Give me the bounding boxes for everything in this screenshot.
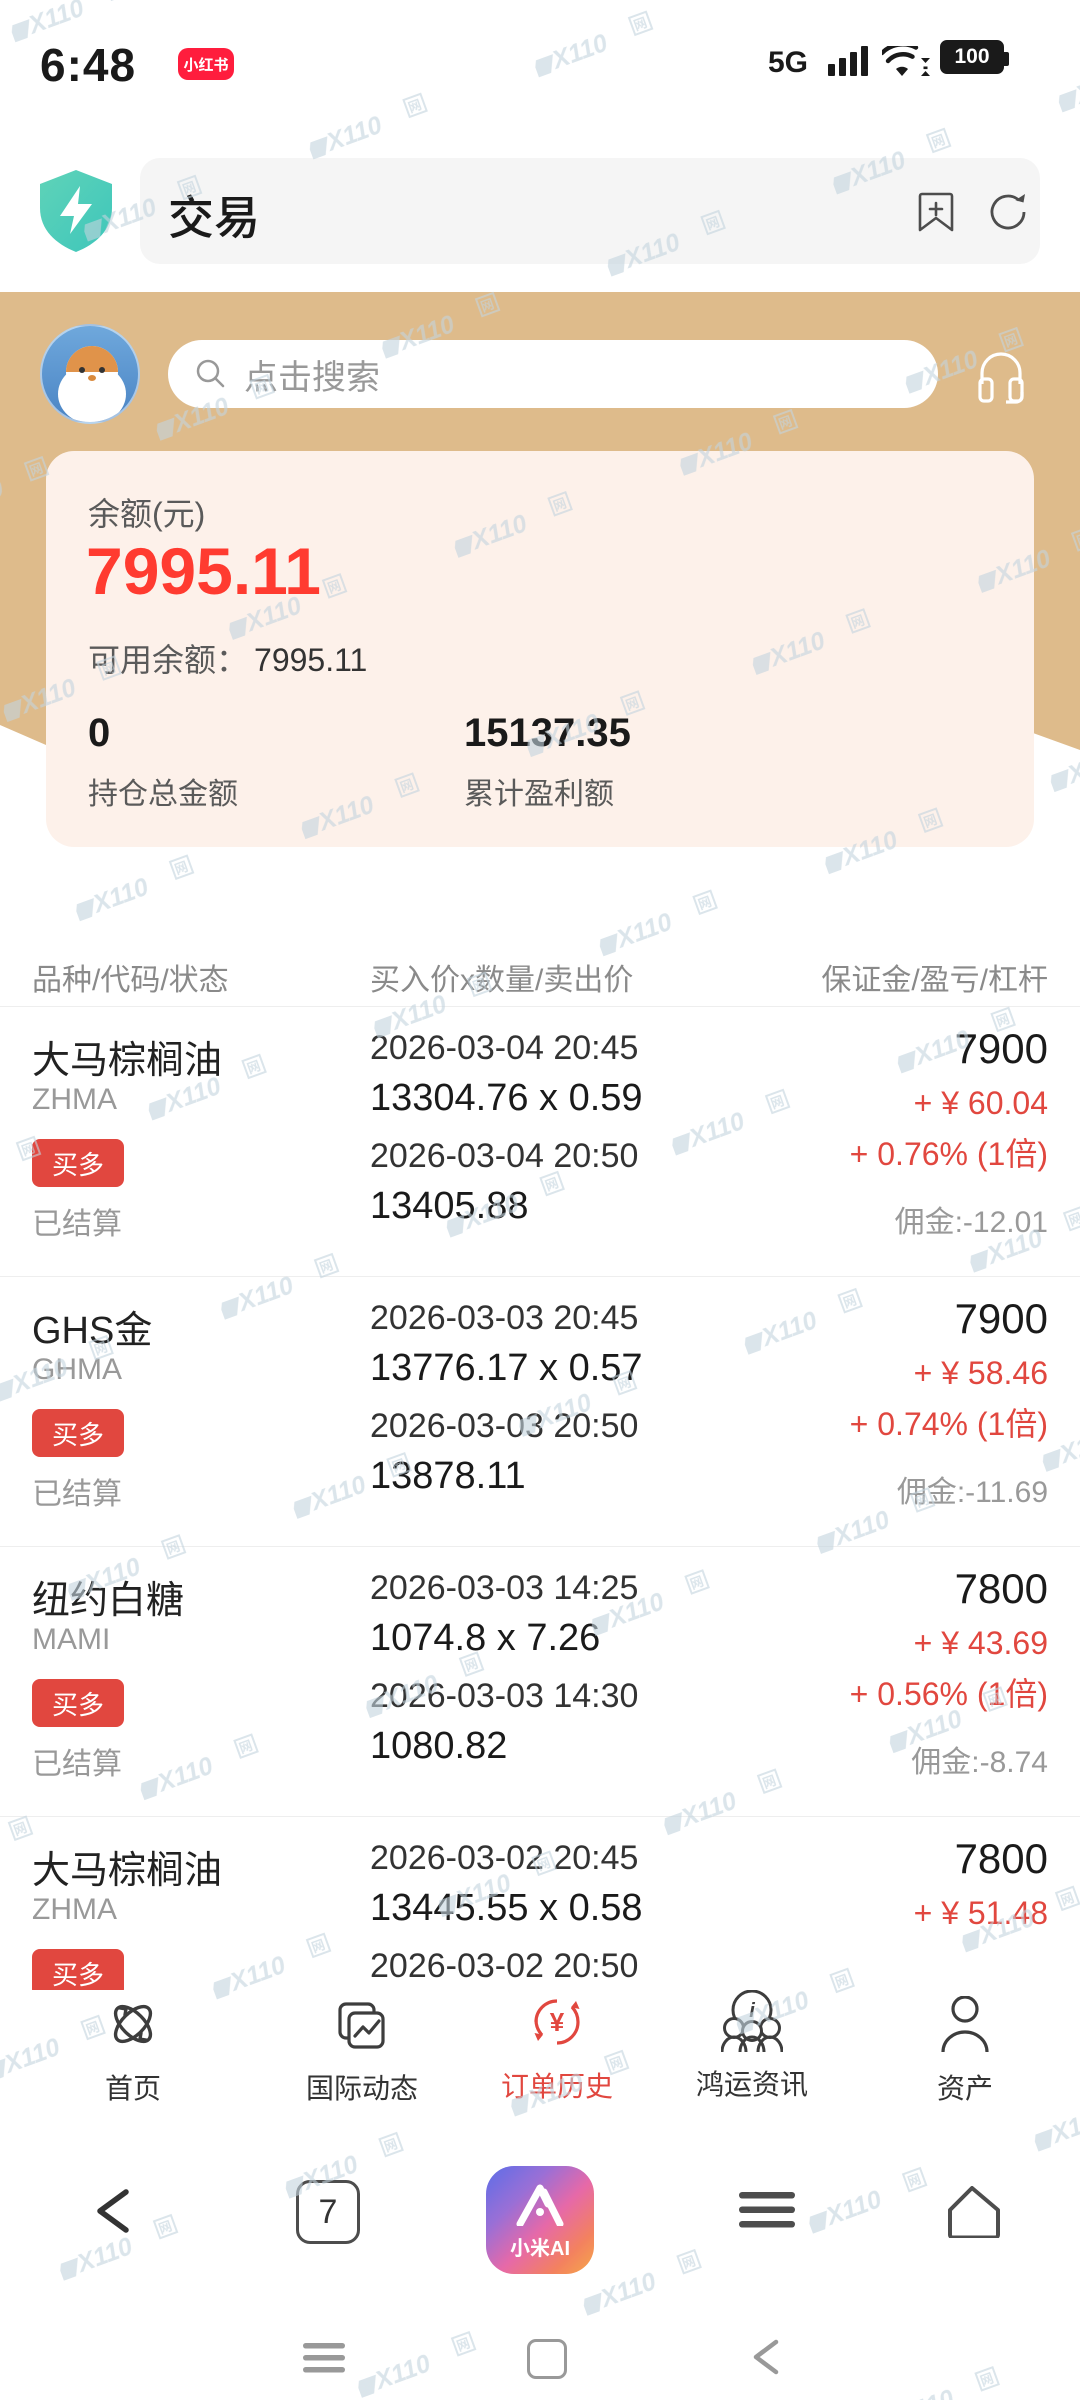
svg-text:¥: ¥ [550,2007,565,2037]
svg-text:i: i [749,2000,755,2022]
